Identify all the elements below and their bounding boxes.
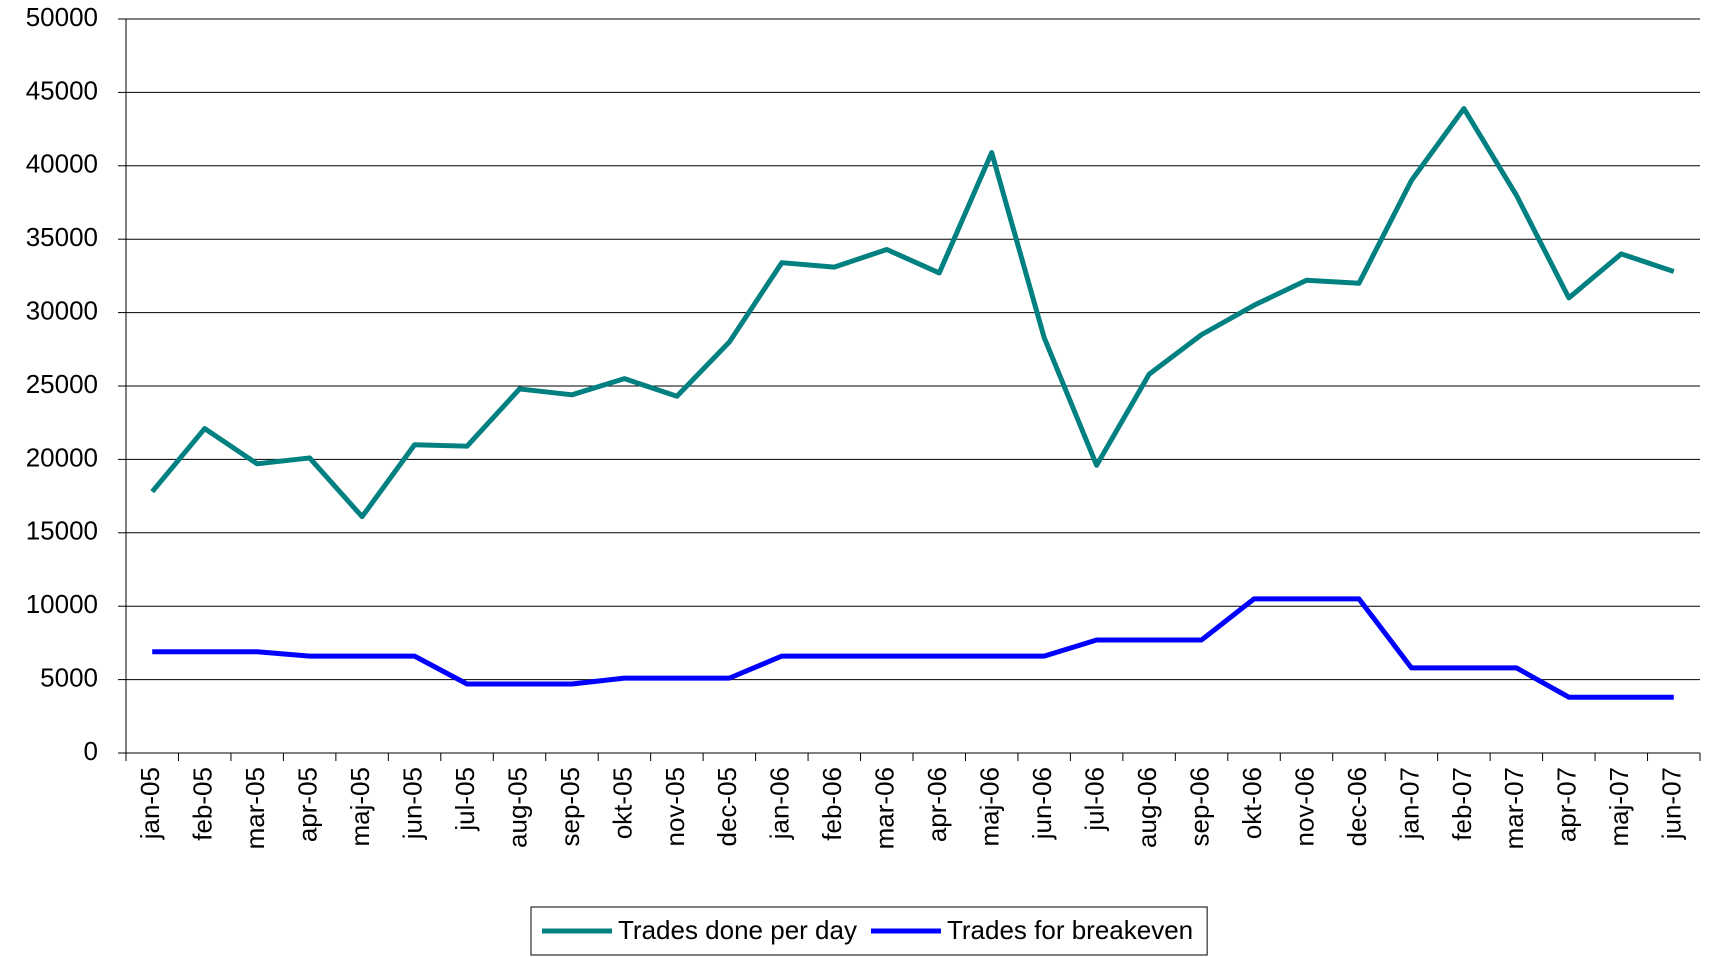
x-tick-label: nov-05 xyxy=(660,767,690,847)
legend-label: Trades for breakeven xyxy=(947,915,1193,945)
x-tick-label: apr-07 xyxy=(1552,767,1582,842)
x-tick-label: apr-05 xyxy=(293,767,323,842)
legend-label: Trades done per day xyxy=(618,915,857,945)
x-tick-label: nov-06 xyxy=(1289,767,1319,847)
y-tick-label: 10000 xyxy=(26,589,98,619)
x-tick-label: mar-05 xyxy=(240,767,270,849)
x-tick-label: maj-07 xyxy=(1604,767,1634,846)
line-series xyxy=(150,106,1675,520)
y-tick-label: 30000 xyxy=(26,295,98,325)
x-tick-label: jan-07 xyxy=(1394,767,1424,840)
legend-box xyxy=(530,906,1208,956)
x-tick-label: jan-05 xyxy=(135,767,165,840)
x-tick-label: mar-06 xyxy=(870,767,900,849)
x-tick-label: aug-06 xyxy=(1132,767,1162,848)
x-tick-label: feb-07 xyxy=(1447,767,1477,841)
y-tick-label: 15000 xyxy=(26,516,98,546)
line-series xyxy=(152,596,1674,700)
x-tick-label: jan-06 xyxy=(765,767,795,840)
x-tick-label: dec-05 xyxy=(712,767,742,847)
x-tick-label: jun-07 xyxy=(1657,767,1687,840)
x-tick-label: jul-05 xyxy=(450,767,480,832)
y-tick-label: 50000 xyxy=(26,2,98,32)
x-tick-label: okt-05 xyxy=(607,767,637,839)
x-tick-label: feb-06 xyxy=(817,767,847,841)
x-tick-label: jun-05 xyxy=(397,767,427,840)
legend: Trades done per day Trades for breakeven xyxy=(530,906,1208,956)
y-tick-label: 35000 xyxy=(26,222,98,252)
y-tick-label: 0 xyxy=(84,736,98,766)
x-tick-label: maj-05 xyxy=(345,767,375,846)
x-tick-label: jul-06 xyxy=(1080,767,1110,832)
x-tick-label: jun-06 xyxy=(1027,767,1057,840)
y-tick-label: 25000 xyxy=(26,369,98,399)
x-tick-label: apr-06 xyxy=(922,767,952,842)
x-tick-label: sep-05 xyxy=(555,767,585,847)
y-tick-label: 45000 xyxy=(26,75,98,105)
x-tick-label: maj-06 xyxy=(975,767,1005,846)
x-tick-label: dec-06 xyxy=(1342,767,1372,847)
x-tick-label: sep-06 xyxy=(1184,767,1214,847)
x-tick-label: feb-05 xyxy=(188,767,218,841)
y-tick-label: 40000 xyxy=(26,149,98,179)
x-tick-label: okt-06 xyxy=(1237,767,1267,839)
y-tick-label: 5000 xyxy=(40,662,98,692)
y-tick-label: 20000 xyxy=(26,442,98,472)
x-tick-label: mar-07 xyxy=(1499,767,1529,849)
x-tick-label: aug-05 xyxy=(502,767,532,848)
